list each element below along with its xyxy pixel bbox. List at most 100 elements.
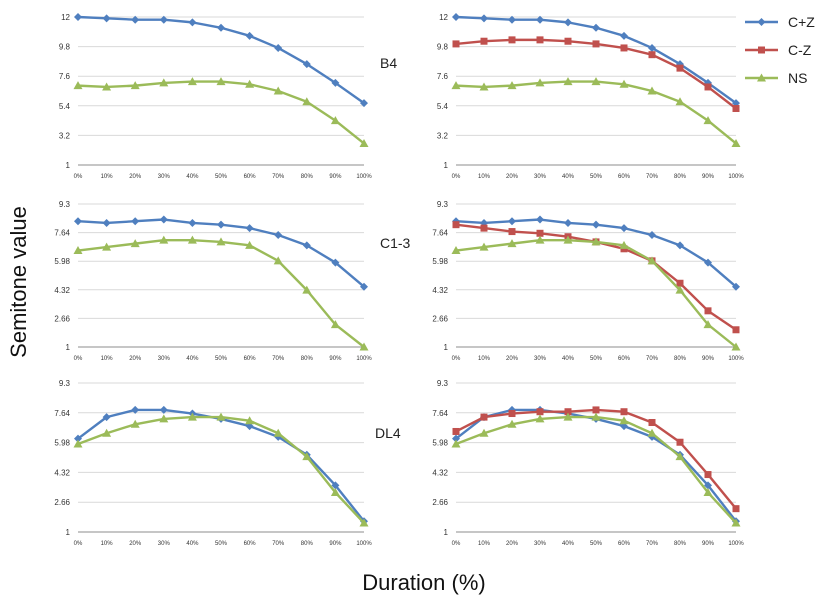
legend-label: NS [788,70,807,86]
series-line-ns [455,80,737,145]
legend-marker [758,46,765,54]
data-point-c-plusz [704,481,712,490]
y-tick-label: 4.32 [54,468,70,477]
y-tick-label: 7.64 [54,229,70,238]
data-point-c-z [648,51,656,59]
data-point-c-plusz [274,231,283,240]
series-line-ns [455,238,737,348]
x-tick-label: 20% [129,174,142,180]
data-point-ns [330,320,340,329]
data-point-c-plusz [704,258,712,267]
data-point-c-plusz [620,31,628,40]
data-point-c-plusz [536,215,544,224]
x-tick-label: 80% [301,541,314,547]
data-point-c-z [480,224,488,232]
data-point-ns [102,82,112,91]
data-point-c-z [452,427,460,435]
data-point-ns [273,86,283,95]
x-tick-label: 80% [301,174,314,180]
data-point-ns [73,81,83,90]
y-tick-label: 2.66 [432,498,448,507]
y-tick-label: 1 [66,343,71,352]
data-point-c-plusz [648,231,656,240]
data-point-ns [102,242,112,251]
data-point-c-plusz [102,413,111,422]
data-point-ns [479,242,489,251]
data-point-c-z [452,40,460,48]
data-point-c-plusz [620,224,628,233]
x-tick-label: 60% [618,174,631,180]
y-tick-label: 7.64 [54,409,70,418]
data-point-c-plusz [159,405,168,414]
legend-marker [757,18,766,26]
data-point-c-plusz [564,218,572,227]
data-point-ns [591,77,601,86]
data-point-ns [479,428,489,437]
y-tick-label: 5.98 [54,257,70,266]
x-tick-label: 0% [452,541,461,547]
x-tick-label: 20% [506,356,519,362]
data-point-c-z [732,104,740,112]
x-tick-label: 100% [356,541,372,547]
chart-panel-b4-right: 1 3.2 5.4 7.6 9.8 12 0% 10% 20% 30% 40% 50% 60% 70% 80… [437,13,744,180]
data-point-c-z [564,37,572,45]
x-tick-label: 90% [329,174,342,180]
group-label-dl4: DL4 [375,425,401,441]
x-tick-label: 10% [478,174,491,180]
x-tick-label: 40% [562,356,575,362]
x-tick-label: 0% [74,174,83,180]
x-tick-label: 10% [101,174,114,180]
x-tick-label: 0% [452,174,461,180]
data-point-c-z [732,505,740,513]
data-point-c-z [592,40,600,48]
data-point-ns [245,240,255,249]
data-point-c-z [452,221,460,229]
data-point-ns [675,97,685,106]
data-point-c-plusz [536,15,544,24]
data-point-c-plusz [131,217,140,226]
data-point-ns [703,488,713,497]
x-tick-label: 30% [534,174,547,180]
data-point-ns [159,78,169,87]
y-tick-label: 7.6 [437,72,449,81]
data-point-c-z [508,228,516,236]
x-tick-label: 30% [158,356,171,362]
data-point-ns [216,412,226,421]
x-tick-label: 70% [646,356,659,362]
x-tick-label: 70% [646,541,659,547]
y-tick-label: 5.4 [437,102,449,111]
y-tick-label: 4.32 [54,286,70,295]
x-tick-label: 60% [244,174,257,180]
y-axis-title: Semitone value [6,206,31,358]
x-tick-label: 80% [674,541,687,547]
data-point-ns [302,97,312,106]
data-point-ns [451,81,461,90]
data-point-ns [647,86,657,95]
data-point-c-plusz [676,241,684,250]
y-tick-label: 1 [66,528,71,537]
data-point-ns [731,518,741,527]
x-tick-label: 80% [674,356,687,362]
x-tick-label: 100% [728,174,744,180]
data-point-c-plusz [648,43,656,52]
data-point-ns [216,77,226,86]
y-tick-label: 4.32 [432,286,448,295]
data-point-c-plusz [274,43,283,52]
y-tick-label: 1 [444,528,449,537]
data-point-ns [703,116,713,125]
data-point-ns [731,342,741,351]
data-point-ns [647,428,657,437]
x-tick-label: 20% [129,356,142,362]
data-point-c-plusz [302,60,311,69]
x-tick-label: 30% [534,541,547,547]
chart-panel-c1-3-left: 1 2.66 4.32 5.98 7.64 9.3 0% 10% 20% 30% 40% 50% 60%… [54,200,410,362]
y-tick-label: 2.66 [54,314,70,323]
data-point-c-plusz [217,220,225,229]
data-point-ns [563,77,573,86]
x-tick-label: 60% [244,541,257,547]
x-tick-label: 40% [186,541,199,547]
data-point-c-plusz [245,224,254,233]
y-tick-label: 2.66 [432,314,448,323]
data-point-ns [591,412,601,421]
